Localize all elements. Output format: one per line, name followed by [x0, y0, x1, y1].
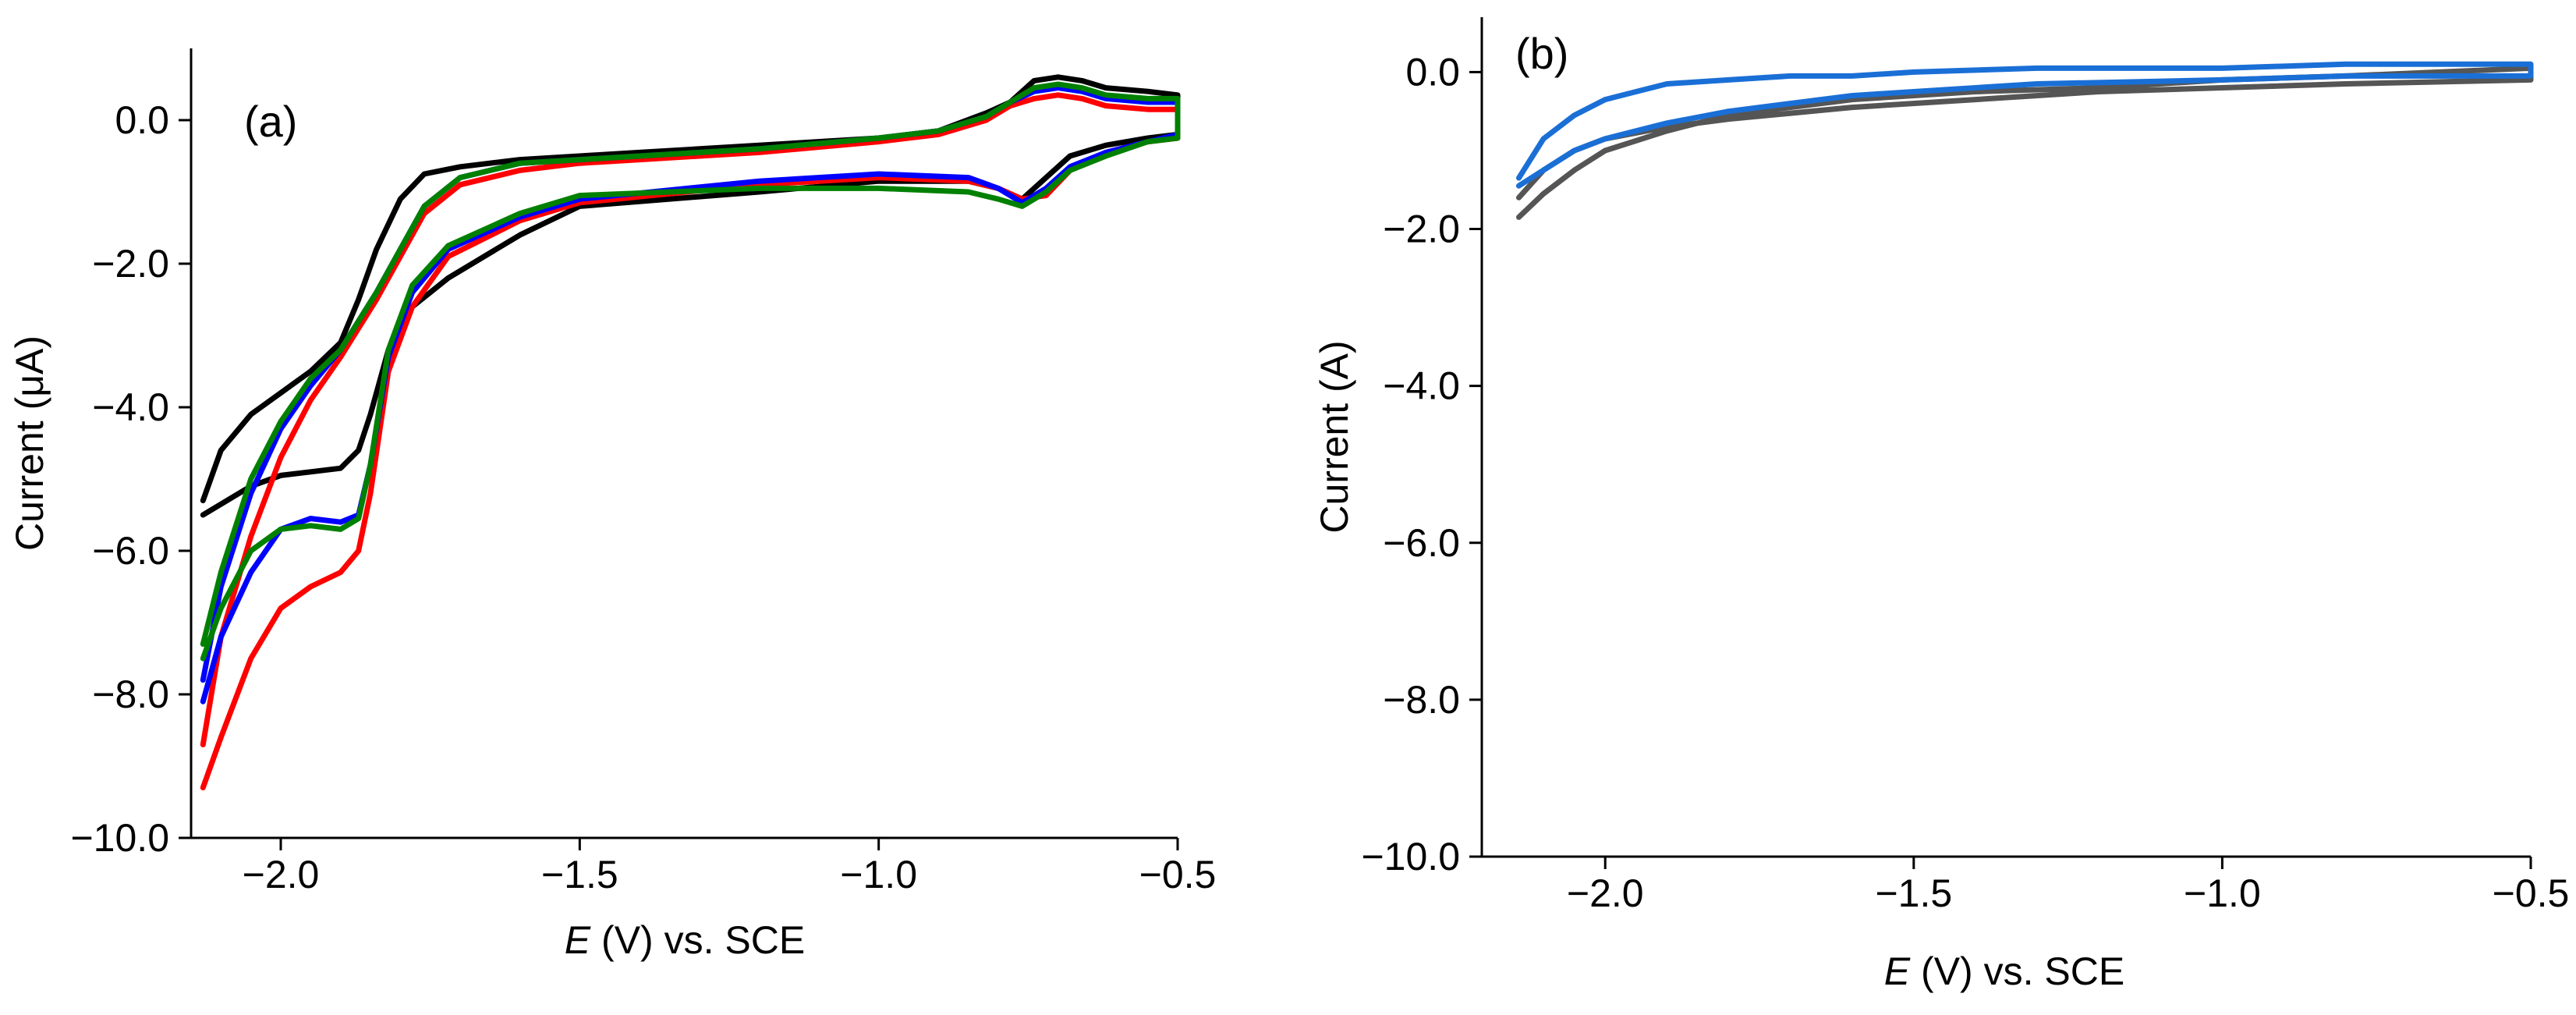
- panel-a-series-green: [200, 81, 1181, 662]
- panel-b-x-tick-label: −1.5: [1875, 871, 1952, 915]
- panel-a: −2.0 −1.5 −1.0 −0.5 0.0 −2.0 −4.0 −6.0 −8.0 −10.0…: [8, 48, 1216, 962]
- panel-b-plot-area: [1516, 61, 2534, 220]
- panel-a-x-tick-label: −0.5: [1139, 853, 1217, 896]
- panel-b-y-tick-label: −4.0: [1383, 364, 1460, 408]
- panel-a-series-blue: [200, 85, 1181, 704]
- panel-b-x-tick-label: −2.0: [1567, 871, 1644, 915]
- panel-b-y-tick-label: −2.0: [1383, 208, 1460, 251]
- panel-a-y-tick-label: −8.0: [92, 673, 169, 716]
- panel-b-y-tick-label: 0.0: [1405, 50, 1460, 94]
- panel-b-x-tick-label: −0.5: [2493, 871, 2570, 915]
- panel-a-plot-area: [200, 74, 1181, 791]
- panel-a-y-tick-label: −2.0: [92, 242, 169, 286]
- panel-a-label: (a): [244, 97, 297, 146]
- panel-a-y-tick-label: −4.0: [92, 385, 169, 429]
- panel-a-series-black: [200, 74, 1181, 518]
- panel-b-y-tick-label: −8.0: [1383, 678, 1460, 722]
- panel-b-x-tick-label: −1.0: [2184, 871, 2261, 915]
- panel-b: −2.0 −1.5 −1.0 −0.5 0.0 −2.0 −4.0 −6.0 −8.0 −10.0…: [1313, 17, 2569, 993]
- panel-a-x-tick-label: −1.5: [541, 853, 618, 896]
- panel-a-y-tick-label: 0.0: [115, 98, 169, 142]
- panel-b-y-tick-label: −6.0: [1383, 521, 1460, 565]
- panel-a-y-label: Current (μA): [8, 335, 51, 551]
- panel-a-y-tick-label: −6.0: [92, 529, 169, 573]
- panel-b-label: (b): [1515, 29, 1568, 78]
- panel-b-y-tick-label: −10.0: [1361, 835, 1460, 878]
- panel-a-x-label-italic: E: [565, 918, 591, 962]
- panel-a-x-tick-label: −2.0: [243, 853, 320, 896]
- panel-b-ticks: −2.0 −1.5 −1.0 −0.5 0.0 −2.0 −4.0 −6.0 −8.0 −10.0: [1361, 50, 2569, 915]
- panel-b-x-label-rest: (V) vs. SCE: [1910, 949, 2124, 993]
- panel-b-y-label: Current (A): [1313, 340, 1356, 533]
- panel-a-ticks: −2.0 −1.5 −1.0 −0.5 0.0 −2.0 −4.0 −6.0 −8.0 −10.0: [70, 98, 1216, 896]
- panel-a-x-label-rest: (V) vs. SCE: [590, 918, 805, 962]
- panel-b-x-label: E (V) vs. SCE: [1884, 949, 2124, 993]
- panel-b-x-label-italic: E: [1884, 949, 1911, 993]
- panel-b-series-gray: [1516, 65, 2534, 220]
- panel-b-series-blue: [1516, 61, 2534, 189]
- panel-a-x-tick-label: −1.0: [840, 853, 917, 896]
- panel-a-series-red: [200, 92, 1181, 791]
- panel-a-y-tick-label: −10.0: [70, 816, 169, 860]
- panel-a-x-label: E (V) vs. SCE: [565, 918, 805, 962]
